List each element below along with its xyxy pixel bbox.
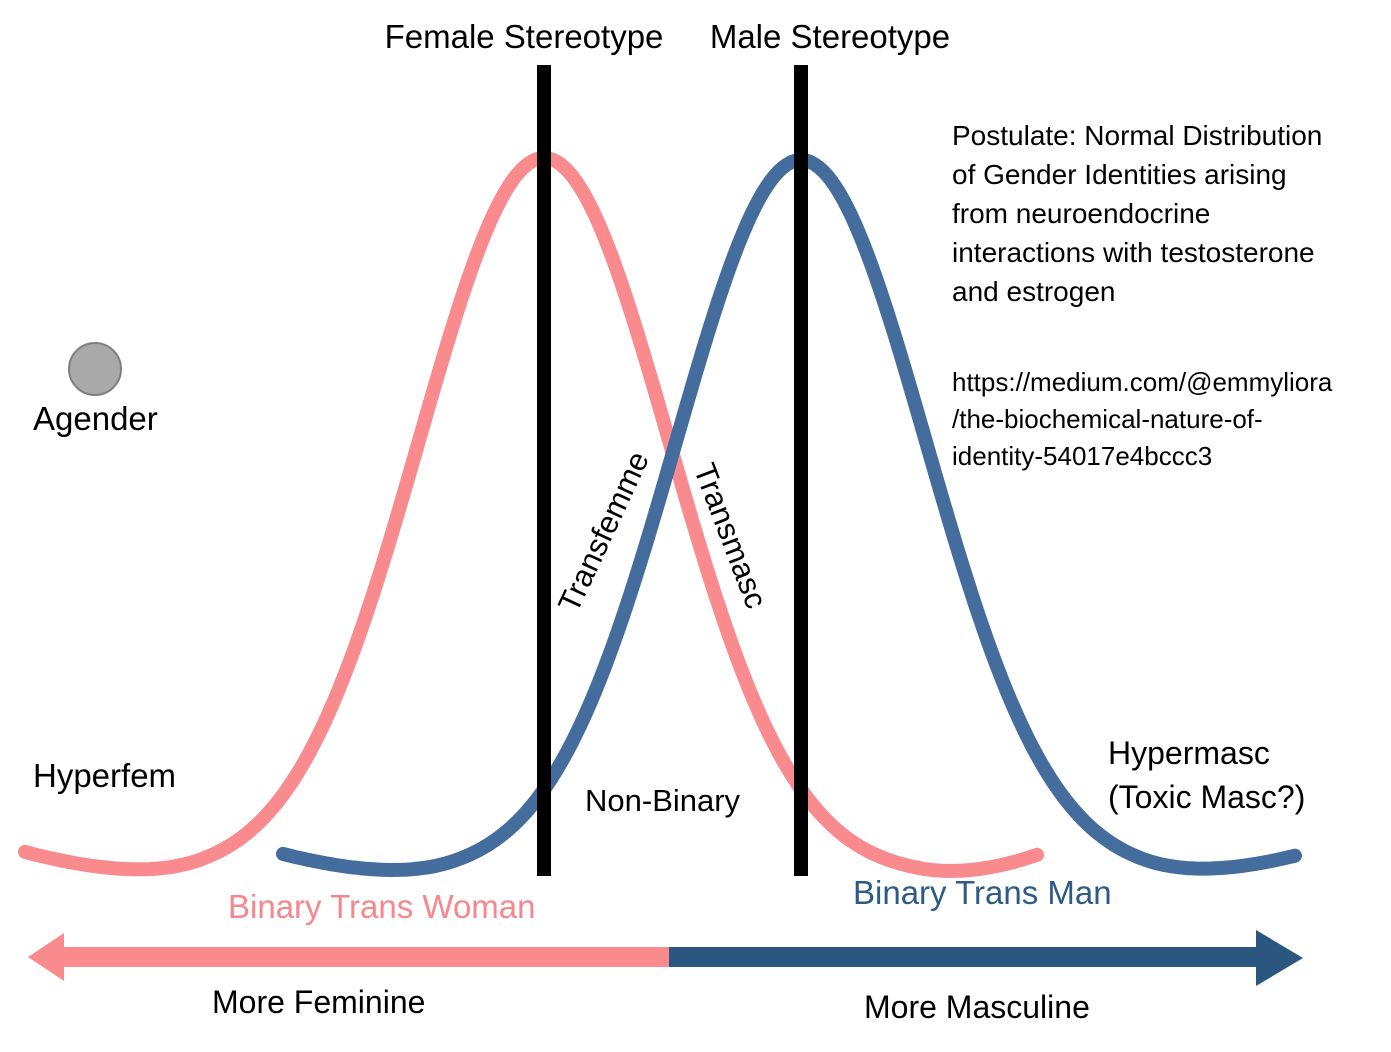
female-stereotype-label: Female Stereotype bbox=[384, 18, 664, 55]
feminine-arrowhead-icon bbox=[28, 933, 64, 981]
male-stereotype-label: Male Stereotype bbox=[709, 18, 951, 55]
hypermasc-label: Hypermasc (Toxic Masc?) bbox=[1108, 735, 1306, 815]
binary-trans-woman-label: Binary Trans Woman bbox=[228, 888, 536, 925]
hyperfem-label: Hyperfem bbox=[33, 757, 177, 794]
binary-trans-man-label: Binary Trans Man bbox=[853, 874, 1112, 911]
female-distribution-curve bbox=[18, 150, 1044, 878]
feminine-arrow-shaft bbox=[58, 947, 669, 967]
masculine-arrow-shaft bbox=[669, 947, 1260, 967]
masculine-arrowhead-icon bbox=[1256, 930, 1303, 986]
agender-dot bbox=[68, 342, 122, 396]
agender-label: Agender bbox=[33, 400, 158, 437]
male-distribution-curve bbox=[276, 153, 1302, 878]
more-feminine-label: More Feminine bbox=[212, 984, 426, 1020]
more-masculine-label: More Masculine bbox=[864, 989, 1090, 1025]
non-binary-label: Non-Binary bbox=[585, 783, 741, 818]
postulate-text: Postulate: Normal Distribution of Gender… bbox=[952, 120, 1323, 307]
male-stereotype-marker-bar bbox=[794, 65, 808, 876]
source-url-text: https://medium.com/@emmyliora /the-bioch… bbox=[952, 367, 1333, 471]
female-stereotype-marker-bar bbox=[537, 65, 551, 876]
